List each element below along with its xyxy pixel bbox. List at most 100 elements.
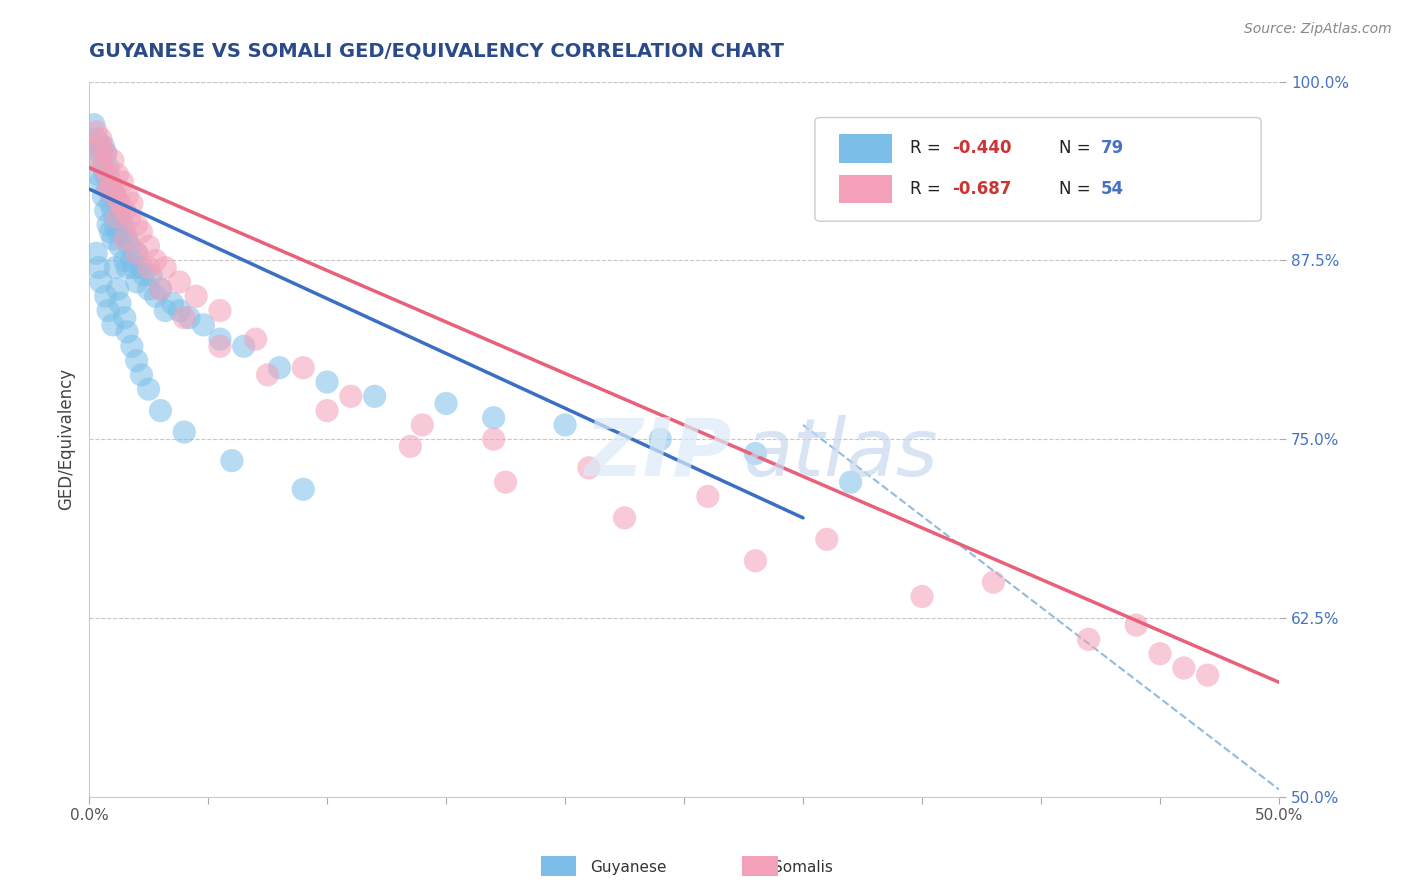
Point bbox=[193, 318, 215, 332]
Point bbox=[186, 289, 208, 303]
Point bbox=[145, 253, 167, 268]
Point bbox=[155, 303, 177, 318]
Point bbox=[125, 275, 148, 289]
Point bbox=[84, 153, 107, 168]
Point bbox=[340, 389, 363, 403]
Point bbox=[94, 289, 117, 303]
Point bbox=[232, 339, 254, 353]
Point bbox=[131, 225, 153, 239]
Point bbox=[245, 332, 267, 346]
Text: GUYANESE VS SOMALI GED/EQUIVALENCY CORRELATION CHART: GUYANESE VS SOMALI GED/EQUIVALENCY CORRE… bbox=[89, 42, 785, 61]
Point bbox=[208, 332, 231, 346]
Point bbox=[104, 189, 127, 203]
Point bbox=[93, 139, 115, 153]
Point bbox=[90, 146, 112, 161]
Point bbox=[208, 339, 231, 353]
Text: N =: N = bbox=[1059, 139, 1095, 157]
Point bbox=[97, 218, 120, 232]
Point bbox=[363, 389, 385, 403]
Point bbox=[94, 203, 117, 218]
Point bbox=[111, 218, 134, 232]
Point bbox=[97, 182, 120, 196]
Point bbox=[101, 153, 124, 168]
Point bbox=[316, 375, 339, 389]
Text: Guyanese: Guyanese bbox=[591, 860, 666, 874]
Point bbox=[292, 482, 315, 496]
Point bbox=[94, 168, 117, 182]
Point bbox=[269, 360, 291, 375]
Point bbox=[155, 260, 177, 275]
Point bbox=[114, 232, 136, 246]
FancyBboxPatch shape bbox=[815, 118, 1261, 221]
Point bbox=[815, 533, 838, 547]
Point bbox=[104, 260, 127, 275]
Text: Source: ZipAtlas.com: Source: ZipAtlas.com bbox=[1244, 22, 1392, 37]
Point bbox=[107, 168, 129, 182]
Point bbox=[121, 339, 143, 353]
Point bbox=[107, 282, 129, 296]
Point bbox=[107, 196, 129, 211]
Point bbox=[411, 417, 433, 432]
Point bbox=[101, 182, 124, 196]
Point bbox=[399, 439, 422, 453]
Point bbox=[107, 211, 129, 225]
Text: 79: 79 bbox=[1101, 139, 1123, 157]
Point bbox=[554, 417, 576, 432]
Point bbox=[97, 182, 120, 196]
Point bbox=[696, 490, 718, 504]
Point bbox=[482, 432, 505, 446]
Point bbox=[114, 310, 136, 325]
Point bbox=[87, 260, 110, 275]
Point bbox=[94, 146, 117, 161]
Point bbox=[94, 146, 117, 161]
Point bbox=[97, 161, 120, 175]
Point bbox=[1077, 632, 1099, 647]
Point bbox=[125, 353, 148, 368]
Point bbox=[115, 232, 138, 246]
Point bbox=[495, 475, 517, 489]
Point bbox=[100, 225, 122, 239]
Point bbox=[114, 253, 136, 268]
Point bbox=[131, 368, 153, 382]
Point bbox=[87, 139, 110, 153]
Point bbox=[114, 225, 136, 239]
Point bbox=[169, 303, 191, 318]
Point bbox=[162, 296, 184, 310]
Point bbox=[115, 260, 138, 275]
FancyBboxPatch shape bbox=[839, 134, 893, 162]
Point bbox=[101, 318, 124, 332]
Point bbox=[173, 425, 195, 439]
Point bbox=[1197, 668, 1219, 682]
Text: atlas: atlas bbox=[744, 415, 938, 492]
Point bbox=[434, 396, 457, 410]
Point bbox=[90, 139, 112, 153]
Point bbox=[149, 403, 172, 417]
Point bbox=[104, 189, 127, 203]
Text: 54: 54 bbox=[1101, 180, 1123, 198]
Point bbox=[90, 175, 112, 189]
Point bbox=[149, 282, 172, 296]
Point bbox=[111, 175, 134, 189]
Point bbox=[100, 196, 122, 211]
Text: -0.440: -0.440 bbox=[952, 139, 1011, 157]
Point bbox=[292, 360, 315, 375]
Point bbox=[108, 296, 131, 310]
Point bbox=[482, 410, 505, 425]
Point bbox=[87, 153, 110, 168]
Point bbox=[169, 275, 191, 289]
Point bbox=[256, 368, 278, 382]
Point bbox=[121, 196, 143, 211]
Point bbox=[208, 303, 231, 318]
Point bbox=[93, 161, 115, 175]
Point bbox=[84, 132, 107, 146]
Text: R =: R = bbox=[910, 139, 946, 157]
Point bbox=[650, 432, 672, 446]
Point bbox=[108, 211, 131, 225]
Point bbox=[138, 282, 160, 296]
Point bbox=[104, 218, 127, 232]
Point bbox=[1125, 618, 1147, 632]
Point bbox=[100, 182, 122, 196]
Point bbox=[911, 590, 934, 604]
FancyBboxPatch shape bbox=[839, 175, 893, 203]
Point bbox=[125, 246, 148, 260]
